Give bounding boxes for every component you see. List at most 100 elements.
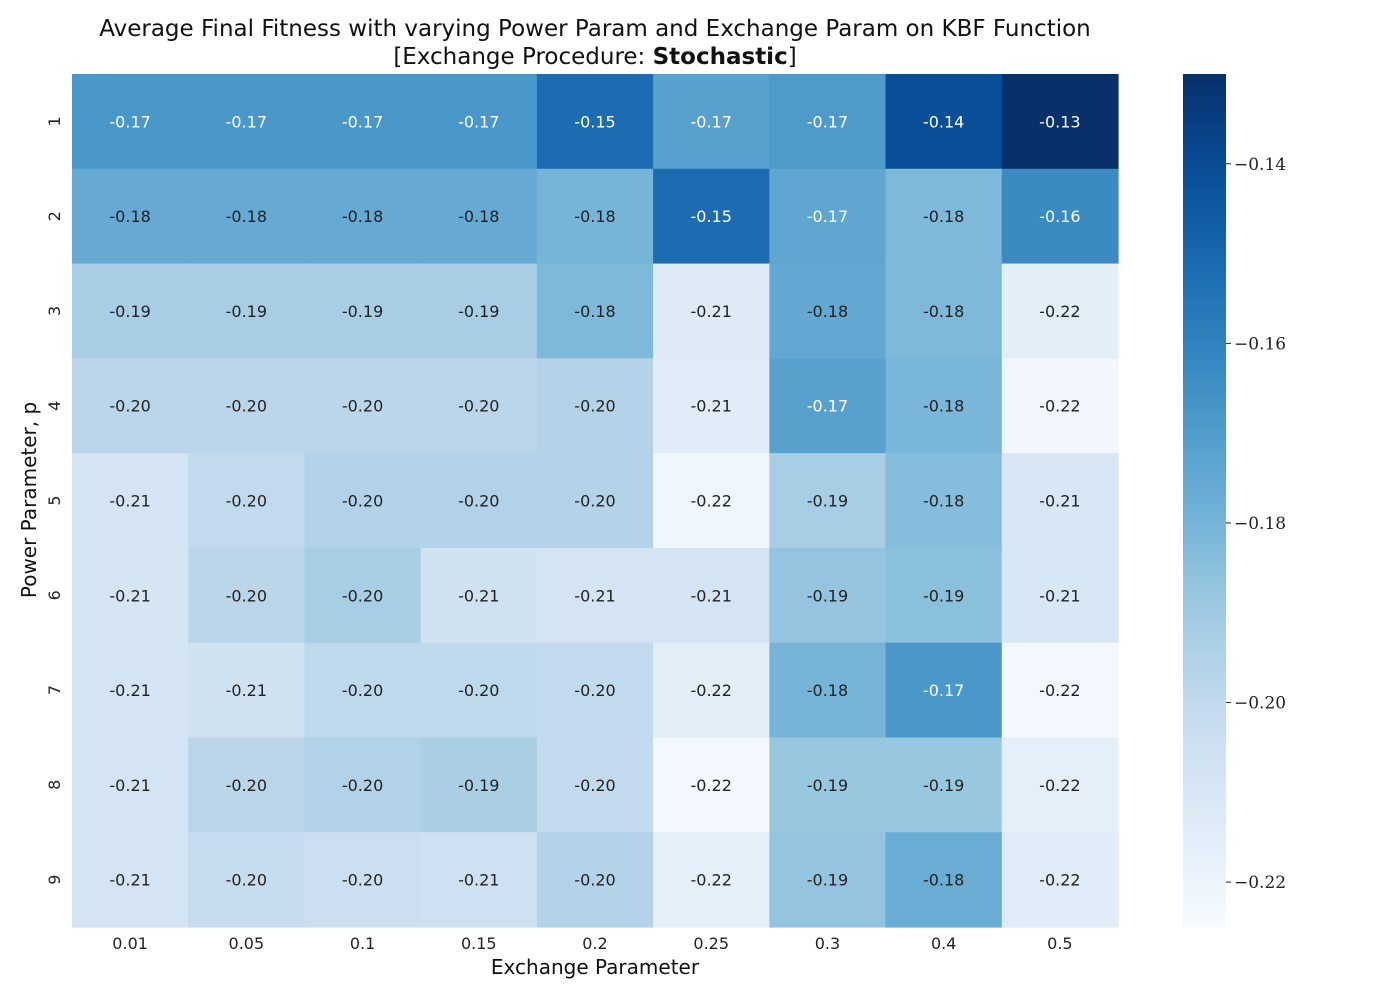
cell-value-label: -0.21 [226, 681, 267, 700]
cell-value-label: -0.21 [1039, 492, 1080, 511]
heatmap-cell [1001, 263, 1119, 359]
cell-value-label: -0.18 [923, 302, 964, 321]
heatmap-cell [1001, 642, 1119, 739]
cell-value-label: -0.20 [226, 871, 267, 890]
cell-value-label: -0.18 [226, 207, 267, 226]
y-tick-label: 5 [45, 495, 64, 505]
x-tick-label: 0.15 [461, 934, 497, 953]
heatmap-cell [304, 263, 422, 359]
y-tick-label: 2 [45, 211, 64, 221]
cell-value-label: -0.17 [226, 112, 267, 131]
colorbar-tick-label: −0.20 [1234, 694, 1286, 714]
heatmap-cell [1001, 832, 1119, 928]
cell-value-label: -0.18 [574, 207, 615, 226]
heatmap-cell [188, 453, 306, 549]
heatmap-cell [536, 168, 654, 265]
cell-value-label: -0.13 [1039, 112, 1080, 131]
colorbar-ticks: −0.14 −0.16 −0.18 −0.20 −0.22 [1226, 155, 1286, 893]
cell-value-label: -0.20 [342, 492, 383, 511]
heatmap-cell [769, 737, 887, 833]
heatmap-cell [1001, 74, 1119, 170]
cell-value-label: -0.22 [691, 681, 732, 700]
heatmap-cell [304, 168, 422, 265]
y-axis-ticks: 1 2 3 4 5 6 7 8 9 [45, 116, 64, 884]
heatmap-cell [304, 737, 422, 833]
cell-value-label: -0.22 [691, 871, 732, 890]
heatmap-cell [653, 832, 770, 928]
heatmap-cell [536, 832, 654, 928]
heatmap-cell [536, 642, 654, 739]
heatmap-cell [769, 168, 887, 265]
cell-value-label: -0.21 [458, 871, 499, 890]
heatmap-cells [72, 74, 1119, 928]
heatmap-cell [420, 642, 538, 739]
cell-value-label: -0.19 [807, 586, 848, 605]
cell-value-label: -0.17 [923, 681, 964, 700]
heatmap-cell [536, 358, 654, 454]
heatmap-cell [420, 74, 538, 170]
y-tick-label: 1 [45, 116, 64, 126]
x-tick-label: 0.2 [582, 934, 607, 953]
heatmap-cell [885, 642, 1003, 739]
heatmap-cell [769, 74, 887, 170]
y-tick-label: 4 [45, 401, 64, 411]
cell-value-label: -0.14 [923, 112, 964, 131]
x-axis-label: Exchange Parameter [491, 955, 700, 979]
x-axis-ticks: 0.01 0.05 0.1 0.15 0.2 0.25 0.3 0.4 0.5 [112, 934, 1072, 953]
cell-value-label: -0.20 [342, 586, 383, 605]
heatmap-cell [885, 832, 1003, 928]
heatmap-cell [885, 263, 1003, 359]
cell-value-label: -0.19 [226, 302, 267, 321]
cell-value-label: -0.15 [691, 207, 732, 226]
cell-value-label: -0.20 [226, 586, 267, 605]
cell-value-label: -0.18 [923, 397, 964, 416]
cell-value-label: -0.21 [458, 586, 499, 605]
x-tick-label: 0.05 [229, 934, 265, 953]
heatmap-cell [420, 358, 538, 454]
heatmap-cell-labels: -0.17 -0.17 -0.17 -0.17 -0.15 -0.17 -0.17 -0.14… [109, 112, 1080, 889]
heatmap-cell [536, 737, 654, 833]
colorbar [1183, 74, 1226, 927]
cell-value-label: -0.17 [458, 112, 499, 131]
x-tick-label: 0.4 [931, 934, 956, 953]
cell-value-label: -0.19 [807, 871, 848, 890]
heatmap-cell [885, 547, 1003, 644]
cell-value-label: -0.18 [458, 207, 499, 226]
heatmap-cell [769, 832, 887, 928]
cell-value-label: -0.17 [807, 397, 848, 416]
heatmap-cell [1001, 453, 1119, 549]
heatmap-cell [1001, 737, 1119, 833]
cell-value-label: -0.22 [1039, 871, 1080, 890]
cell-value-label: -0.22 [691, 492, 732, 511]
cell-value-label: -0.20 [226, 776, 267, 795]
y-axis-label: Power Parameter, p [17, 402, 41, 598]
cell-value-label: -0.19 [342, 302, 383, 321]
heatmap-cell [420, 832, 538, 928]
colorbar-tick-label: −0.16 [1234, 334, 1286, 354]
cell-value-label: -0.15 [574, 112, 615, 131]
colorbar-tick-label: −0.18 [1234, 514, 1286, 534]
heatmap-cell [536, 453, 654, 549]
heatmap-cell [72, 642, 189, 739]
heatmap-cell [188, 642, 306, 739]
heatmap-cell [72, 263, 189, 359]
cell-value-label: -0.19 [807, 492, 848, 511]
cell-value-label: -0.22 [1039, 397, 1080, 416]
cell-value-label: -0.18 [109, 207, 150, 226]
heatmap-cell [1001, 358, 1119, 454]
cell-value-label: -0.20 [574, 492, 615, 511]
cell-value-label: -0.18 [574, 302, 615, 321]
heatmap-cell [769, 263, 887, 359]
heatmap-cell [1001, 547, 1119, 644]
heatmap-cell [188, 358, 306, 454]
cell-value-label: -0.20 [458, 681, 499, 700]
heatmap-cell [653, 168, 770, 265]
chart-subtitle: [Exchange Procedure: Stochastic] [72, 44, 1118, 70]
heatmap-cell [536, 74, 654, 170]
heatmap-cell [304, 453, 422, 549]
colorbar-tick-label: −0.14 [1234, 155, 1286, 175]
heatmap-cell [769, 453, 887, 549]
cell-value-label: -0.20 [458, 397, 499, 416]
heatmap-cell [536, 547, 654, 644]
cell-value-label: -0.21 [691, 586, 732, 605]
